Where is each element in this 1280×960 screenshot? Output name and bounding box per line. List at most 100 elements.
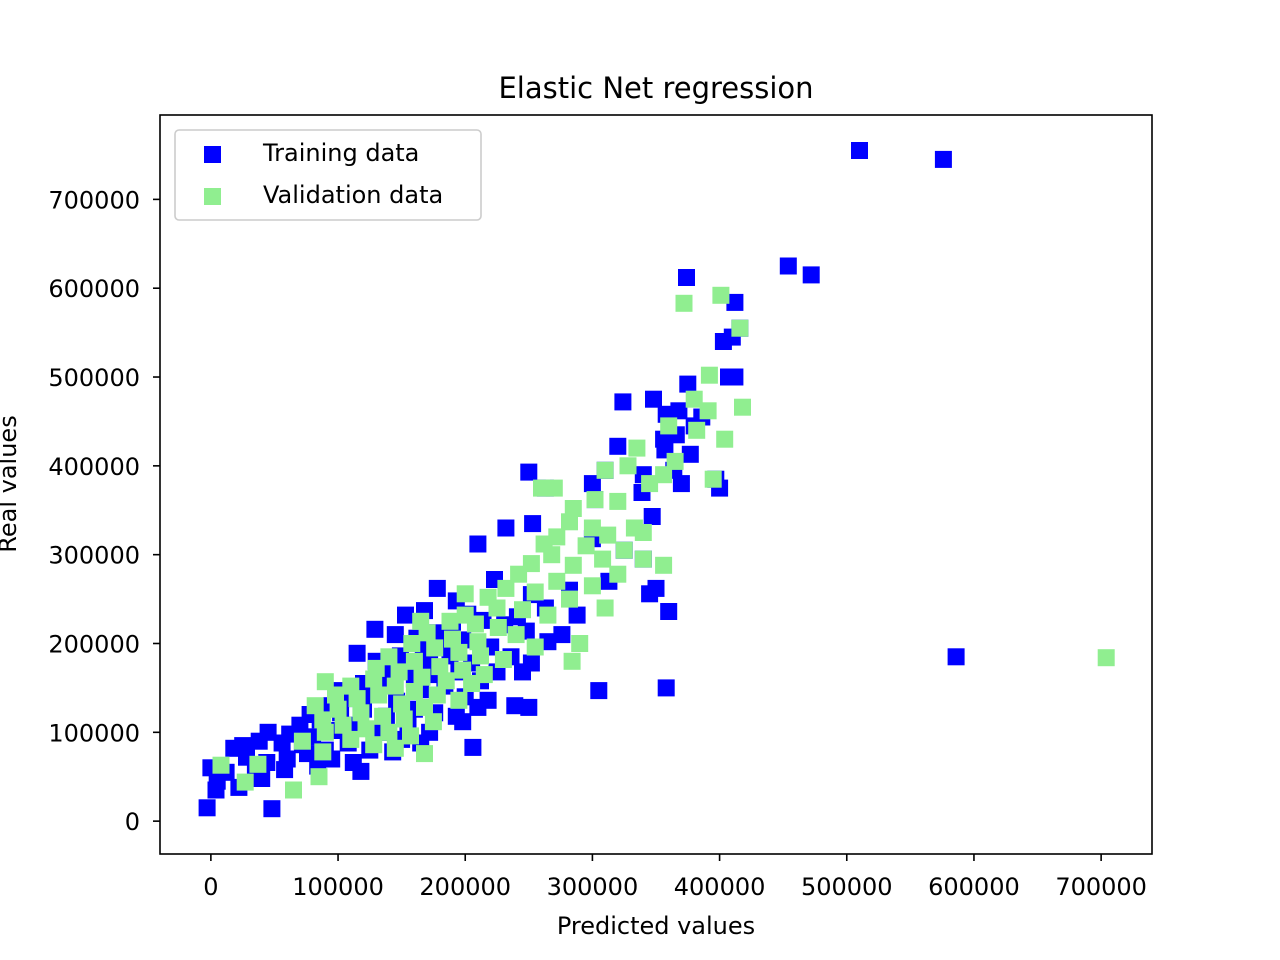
data-point: [488, 599, 506, 617]
series-1: [212, 286, 1115, 799]
data-point: [685, 390, 703, 408]
data-point: [456, 585, 474, 603]
data-point: [510, 565, 528, 583]
data-point: [454, 713, 472, 731]
data-point: [577, 537, 595, 555]
data-point: [851, 142, 868, 159]
data-point: [655, 466, 673, 484]
data-point: [704, 470, 722, 488]
data-point: [463, 675, 481, 692]
data-point: [506, 697, 524, 715]
data-point: [596, 599, 614, 617]
data-point: [334, 716, 352, 734]
data-point: [454, 661, 472, 679]
data-point: [444, 630, 461, 648]
data-point: [619, 457, 637, 475]
data-point: [568, 606, 586, 624]
data-point: [641, 475, 659, 493]
data-point: [366, 620, 384, 638]
data-point: [643, 508, 661, 525]
y-tick-label: 600000: [48, 275, 140, 303]
data-point: [253, 770, 271, 787]
data-point: [494, 651, 512, 668]
data-point: [734, 398, 751, 416]
data-point: [934, 150, 952, 168]
data-point: [293, 732, 311, 750]
data-point: [520, 463, 538, 481]
data-point: [645, 390, 662, 408]
x-tick-label: 600000: [928, 873, 1020, 901]
data-point: [357, 720, 375, 738]
data-point: [426, 639, 444, 657]
data-point: [469, 633, 487, 651]
data-point: [437, 672, 455, 690]
data-point: [545, 479, 563, 497]
data-point: [672, 475, 690, 493]
data-point: [198, 799, 216, 817]
data-point: [469, 535, 487, 553]
data-point: [386, 626, 404, 644]
data-point: [522, 555, 540, 573]
data-point: [249, 755, 267, 773]
data-point: [564, 500, 582, 517]
y-tick-label: 400000: [48, 453, 140, 481]
data-point: [386, 739, 404, 757]
y-tick-label: 200000: [48, 630, 140, 658]
data-point: [583, 475, 601, 493]
data-point: [469, 698, 487, 716]
data-point: [590, 682, 608, 700]
legend-marker-validation: [204, 188, 221, 205]
data-point: [342, 730, 360, 748]
data-point: [553, 626, 571, 644]
legend-label-training: Training data: [262, 139, 419, 167]
data-point: [507, 626, 525, 644]
y-axis-ticks: 0 100000 200000 300000 400000 500000 600000 700…: [48, 186, 160, 836]
data-point: [641, 585, 659, 603]
data-point: [348, 690, 366, 708]
data-point: [660, 603, 678, 620]
data-point: [779, 257, 797, 275]
data-point: [413, 668, 431, 686]
legend-box: [174, 129, 482, 221]
y-tick-label: 300000: [48, 542, 140, 570]
data-point: [236, 773, 254, 791]
data-point: [561, 590, 578, 608]
scatter-marks: [198, 142, 1115, 818]
data-point: [352, 704, 370, 722]
data-point: [628, 439, 646, 457]
data-point: [609, 565, 627, 583]
data-point: [263, 800, 281, 818]
data-point: [497, 579, 515, 597]
data-point: [1097, 649, 1115, 667]
data-point: [526, 583, 544, 601]
data-point: [514, 663, 531, 681]
data-point: [731, 319, 749, 337]
data-point: [548, 572, 566, 590]
data-point: [310, 768, 328, 786]
data-point: [472, 647, 489, 665]
data-point: [571, 635, 589, 652]
data-point: [316, 673, 334, 691]
data-point: [614, 393, 632, 411]
data-point: [489, 619, 507, 636]
data-point: [583, 577, 601, 595]
data-point: [348, 644, 366, 662]
data-point: [393, 695, 411, 713]
data-point: [594, 550, 612, 568]
data-point: [450, 691, 468, 709]
data-point: [250, 732, 268, 750]
data-point: [947, 648, 965, 666]
data-point: [533, 479, 550, 497]
data-point: [365, 736, 383, 754]
data-point: [615, 541, 633, 559]
x-tick-label: 400000: [674, 873, 766, 901]
data-point: [403, 635, 421, 652]
chart-title: Elastic Net regression: [498, 71, 813, 105]
data-point: [726, 293, 744, 311]
data-point: [520, 698, 538, 716]
data-point: [700, 366, 718, 384]
x-axis-label: Predicted values: [557, 912, 755, 940]
data-point: [306, 697, 324, 715]
data-point: [365, 670, 383, 688]
